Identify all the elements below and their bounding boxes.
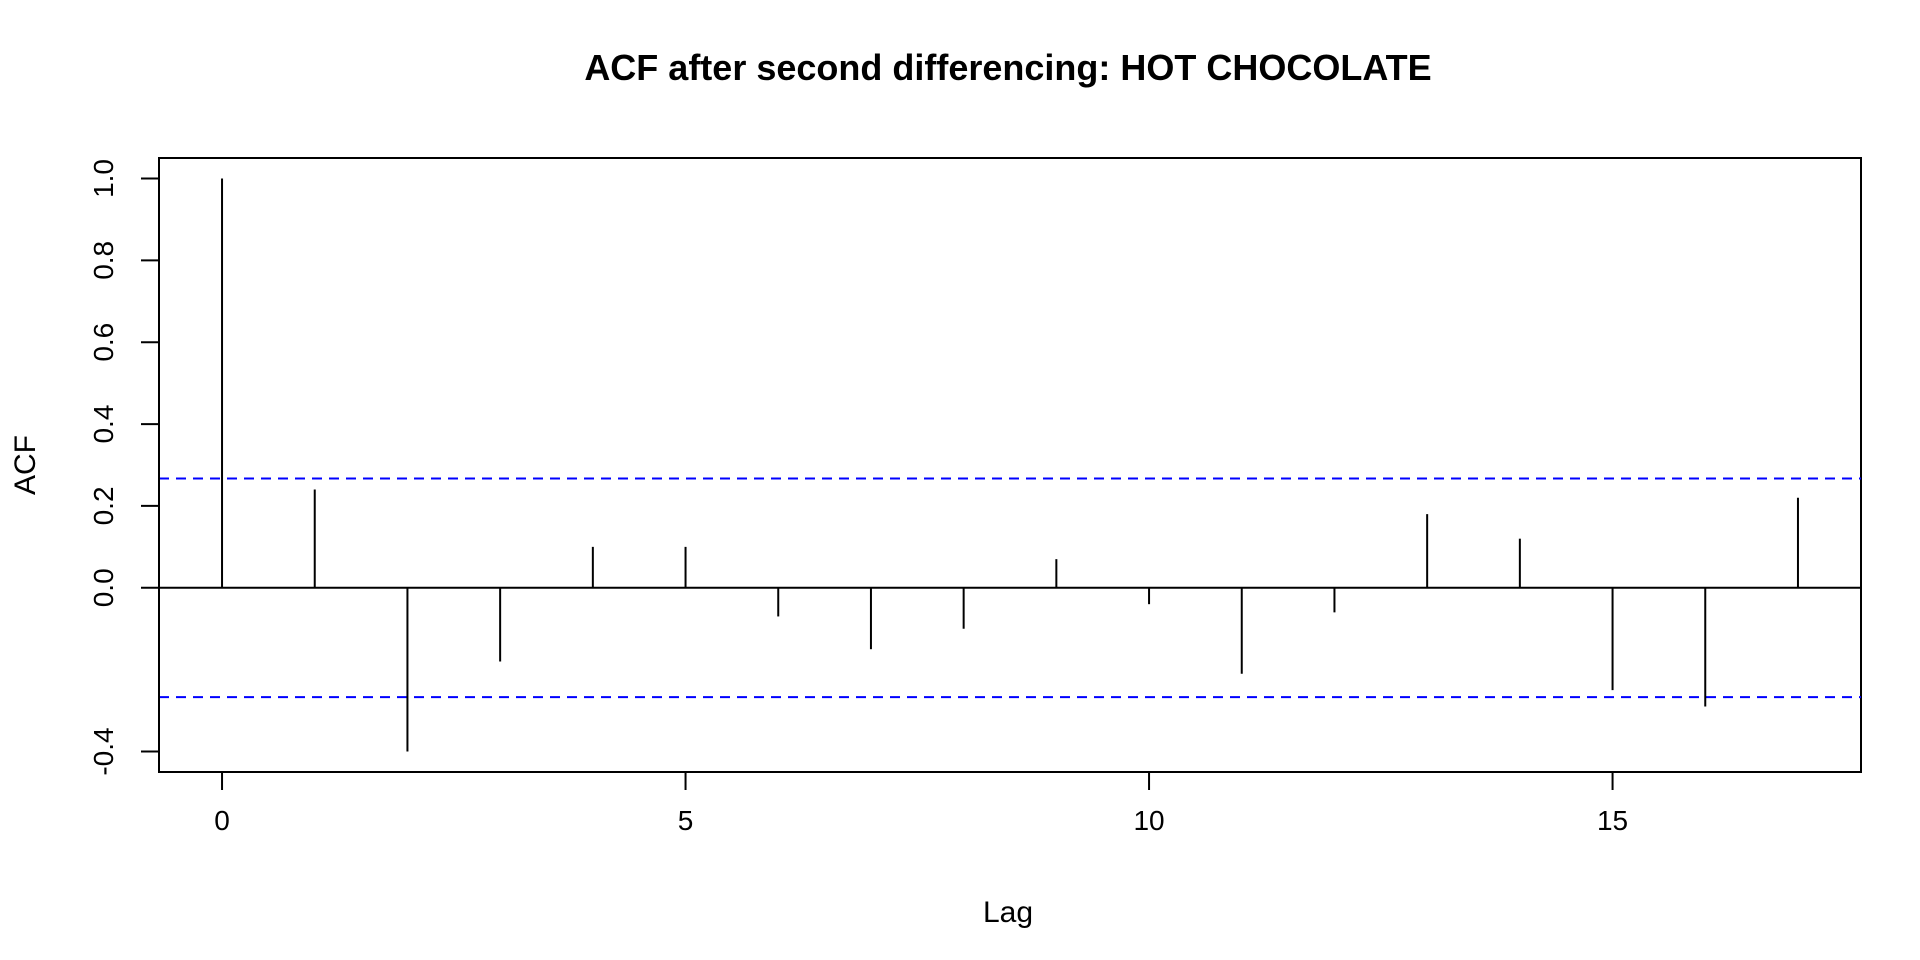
y-tick-label-0.4: 0.4 [88, 405, 119, 444]
x-tick-label-0: 0 [214, 805, 230, 836]
y-tick-label-0.6: 0.6 [88, 323, 119, 362]
y-axis-label: ACF [9, 435, 42, 495]
y-tick-label-0.8: 0.8 [88, 241, 119, 280]
y-tick-label-1.0: 1.0 [88, 159, 119, 198]
x-tick-label-5: 5 [678, 805, 694, 836]
y-tick-label-0.0: 0.0 [88, 568, 119, 607]
x-tick-label-15: 15 [1597, 805, 1628, 836]
x-tick-label-10: 10 [1133, 805, 1164, 836]
chart-title: ACF after second differencing: HOT CHOCO… [584, 47, 1431, 88]
y-tick-label-0.2: 0.2 [88, 486, 119, 525]
x-axis-label: Lag [983, 896, 1033, 929]
plot-marks: 0 5 10 15 -0.4 0.0 0.2 0.4 0.6 0.8 1.0 [88, 159, 1861, 836]
y-tick-label--0.4: -0.4 [88, 727, 119, 775]
plot-box [158, 157, 1862, 773]
